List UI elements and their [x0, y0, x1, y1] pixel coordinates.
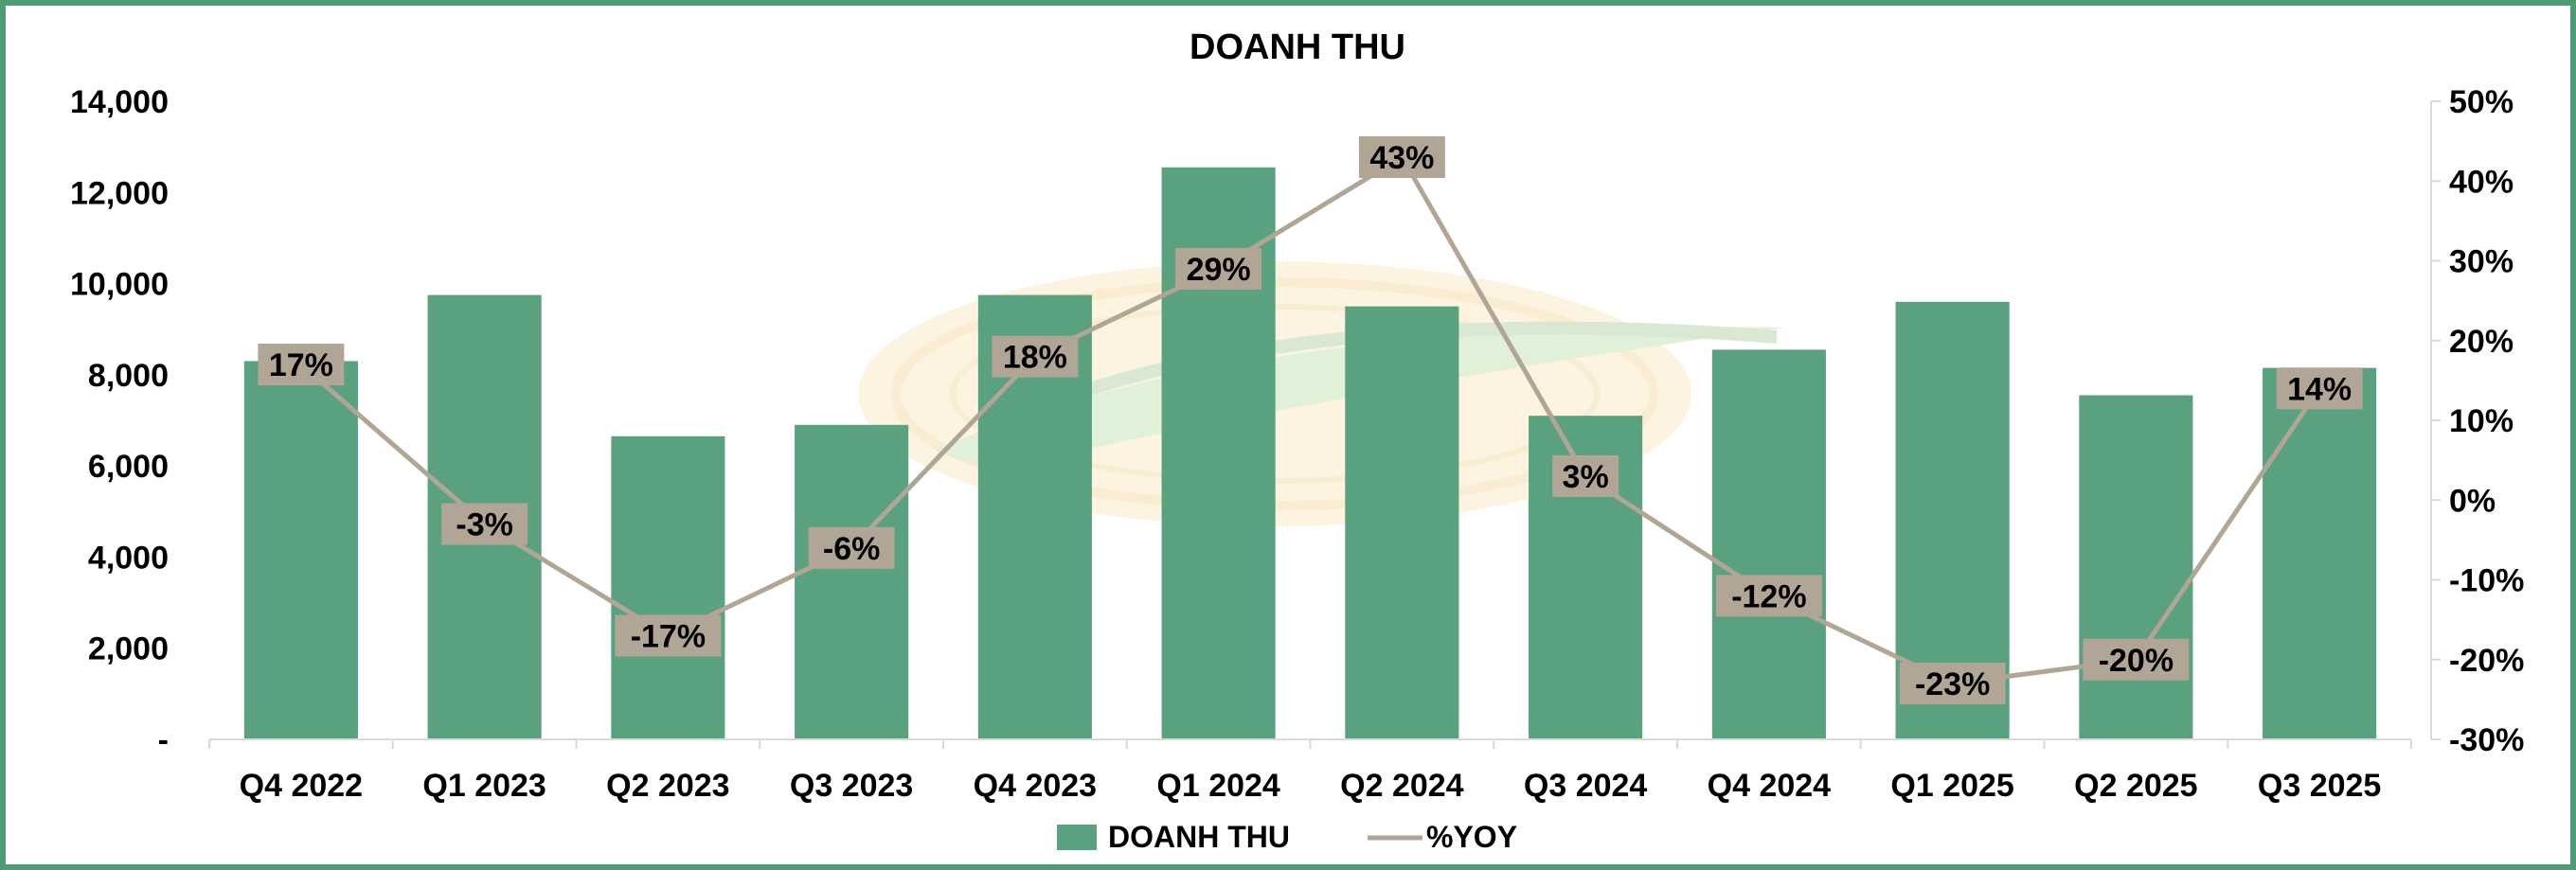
yoy-data-label: -23% — [1915, 666, 1990, 702]
yoy-label-box — [1899, 663, 2006, 705]
revenue-bar — [243, 361, 358, 739]
right-y-tick-label: 20% — [2449, 324, 2513, 360]
x-tick-label: Q1 2024 — [1156, 768, 1280, 804]
left-y-axis-ticks: - 2,000 4,000 6,000 8,000 10,000 12,000 14,000 — [70, 84, 169, 758]
revenue-bar — [795, 424, 909, 739]
x-axis-ticks: Q4 2022 Q1 2023 Q2 2023 Q3 2023 Q4 2023 Q1 20… — [208, 739, 2412, 804]
revenue-bar — [1711, 349, 1826, 739]
yoy-data-label: 14% — [2287, 371, 2352, 407]
legend-label-yoy: %YOY — [1426, 820, 1517, 854]
yoy-label-box — [2276, 367, 2363, 410]
left-y-tick-label: 2,000 — [88, 631, 169, 667]
left-y-tick-label: 12,000 — [70, 175, 169, 211]
chart-title: DOANH THU — [1190, 27, 1405, 67]
yoy-data-label: -17% — [631, 618, 706, 654]
right-y-tick-label: -30% — [2449, 722, 2524, 758]
revenue-bar — [1345, 306, 1459, 739]
yoy-data-label: 29% — [1187, 252, 1251, 288]
yoy-data-labels-group: 17% -3% -17% -6% 18% 29% 43% 3% -12% -23% -20% 14% — [258, 135, 2363, 705]
yoy-data-label: -6% — [823, 531, 880, 567]
right-y-tick-label: -10% — [2449, 563, 2524, 599]
yoy-label-box — [258, 344, 345, 386]
right-y-tick-label: 10% — [2449, 403, 2513, 439]
left-y-tick-label: 8,000 — [88, 358, 169, 394]
yoy-label-box — [1175, 247, 1262, 290]
yoy-label-box — [615, 614, 722, 657]
plot-area: -2,0004,0006,0008,00010,00012,00014,000 … — [70, 84, 2524, 804]
revenue-bar — [2079, 395, 2193, 739]
yoy-label-box — [2083, 638, 2190, 681]
right-y-tick-label: 40% — [2449, 164, 2513, 200]
x-tick-label: Q4 2023 — [974, 768, 1097, 804]
right-y-tick-label: -20% — [2449, 643, 2524, 679]
yoy-label-box — [992, 335, 1079, 378]
x-tick-label: Q3 2023 — [790, 768, 913, 804]
yoy-data-label: -12% — [1731, 578, 1806, 614]
x-tick-label: Q3 2024 — [1524, 768, 1648, 804]
yoy-data-label: -20% — [2099, 643, 2174, 679]
legend-swatch-revenue — [1057, 825, 1097, 850]
revenue-chart: DOANH THU - 2,000 4,000 6,000 8,000 10,000 12,… — [70, 27, 2524, 854]
x-tick-label: Q2 2024 — [1340, 768, 1464, 804]
right-y-tick-label: 30% — [2449, 244, 2513, 280]
x-tick-label: Q2 2025 — [2074, 768, 2197, 804]
yoy-data-label: -3% — [456, 507, 512, 543]
x-tick-label: Q1 2025 — [1890, 768, 2013, 804]
revenue-bar — [611, 435, 725, 739]
yoy-data-label: 3% — [1563, 459, 1609, 495]
right-y-axis-ticks: -30% -20% -10% 0% 10% 20% 30% 40% 50% — [2431, 84, 2524, 758]
legend-label-revenue: DOANH THU — [1108, 820, 1290, 854]
yoy-data-label: 17% — [269, 347, 333, 383]
yoy-data-label: 43% — [1369, 140, 1434, 176]
right-y-tick-label: 50% — [2449, 84, 2513, 120]
yoy-label-box — [1715, 575, 1822, 617]
yoy-label-box — [808, 526, 895, 569]
x-tick-label: Q2 2023 — [606, 768, 729, 804]
revenue-bar — [2263, 367, 2377, 739]
x-tick-label: Q1 2023 — [422, 768, 546, 804]
legend: DOANH THU %YOY — [1057, 820, 1517, 854]
left-y-tick-label: - — [158, 722, 169, 758]
yoy-data-label: 18% — [1003, 340, 1067, 376]
yoy-label-box — [1358, 135, 1445, 178]
left-y-tick-label: 14,000 — [70, 84, 169, 120]
left-y-tick-label: 10,000 — [70, 267, 169, 303]
yoy-label-box — [441, 503, 528, 545]
left-y-tick-label: 6,000 — [88, 449, 169, 485]
x-tick-label: Q4 2024 — [1708, 768, 1832, 804]
right-y-tick-label: 0% — [2449, 483, 2496, 519]
x-tick-label: Q4 2022 — [240, 768, 363, 804]
left-y-tick-label: 4,000 — [88, 540, 169, 576]
yoy-label-box — [1552, 454, 1619, 497]
x-tick-label: Q3 2025 — [2258, 768, 2381, 804]
